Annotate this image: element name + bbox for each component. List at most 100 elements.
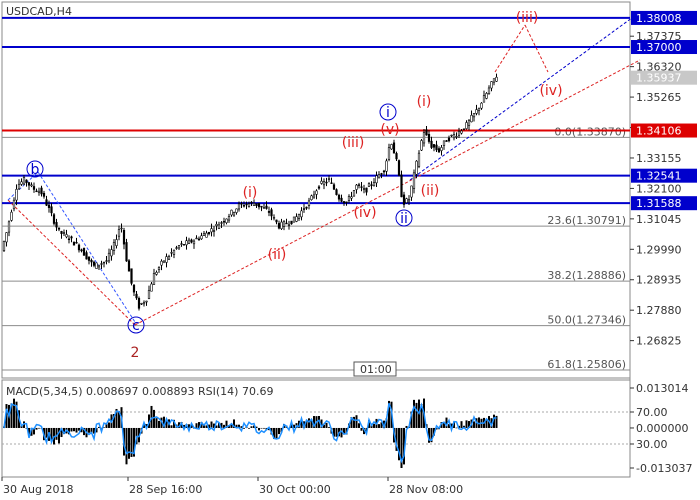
candle-body — [270, 209, 273, 217]
indicator-panel-frame — [1, 379, 631, 478]
macd-bar — [405, 425, 408, 428]
wave-label: (iv) — [353, 205, 376, 221]
candle-body — [267, 211, 271, 213]
macd-bar — [50, 427, 53, 441]
trend-line — [134, 59, 641, 326]
candle-body — [360, 186, 363, 188]
candle-body — [395, 153, 398, 160]
wave-label: 2 — [131, 345, 140, 361]
candle-body — [282, 221, 286, 227]
time-tick-label: 28 Nov 08:00 — [389, 483, 463, 496]
candle-body — [452, 134, 456, 139]
candle-body — [60, 231, 63, 234]
candle-body — [112, 242, 116, 251]
macd-bar — [83, 427, 85, 436]
macd-bar — [78, 427, 80, 431]
candle-body — [192, 240, 196, 245]
macd-bar — [385, 418, 388, 428]
macd-bar — [380, 422, 383, 428]
candle-body — [292, 216, 296, 223]
wave-label: (i) — [243, 185, 258, 201]
candle-body — [470, 115, 473, 123]
macd-bar — [328, 427, 330, 428]
trend-lines — [7, 11, 641, 326]
macd-bar — [115, 408, 118, 428]
candle-body — [377, 174, 381, 179]
macd-bar — [15, 401, 18, 428]
candle-body — [215, 223, 218, 226]
candle-body — [350, 196, 353, 199]
candle-body — [407, 198, 411, 202]
trend-line — [409, 11, 641, 181]
candle-body — [20, 181, 23, 185]
candle-body — [212, 230, 216, 232]
macd-bar — [233, 419, 235, 428]
macd-bar — [443, 422, 445, 428]
macd-bar — [128, 427, 130, 459]
wave-label: (v) — [380, 122, 399, 138]
price-tick-label: 1.32100 — [636, 182, 682, 195]
candle-body — [255, 203, 258, 206]
macd-bar — [358, 423, 360, 428]
fib-label: 0.0(1.33870) — [554, 125, 626, 138]
candle-body — [222, 221, 226, 223]
candle-body — [390, 144, 393, 150]
macd-bar — [220, 422, 223, 428]
candle-body — [397, 160, 401, 176]
candle-body — [205, 232, 208, 238]
macd-bar — [403, 427, 405, 465]
candle-body — [117, 229, 121, 237]
fib-label: 61.8(1.25806) — [547, 358, 626, 371]
candle-body — [70, 236, 73, 239]
candle-body — [430, 140, 433, 148]
level-price-labels: 1.38008 1.37000 1.34106 1.32541 1.31588 1.359… — [631, 10, 697, 211]
candle-body — [405, 198, 408, 203]
candle-body — [442, 140, 446, 146]
candle-body — [307, 200, 311, 206]
candle-body — [455, 136, 458, 138]
macd-bar — [55, 427, 58, 440]
candle-body — [495, 76, 498, 82]
macd-bar — [95, 427, 98, 433]
candle-body — [332, 184, 336, 190]
candle-body — [330, 182, 333, 184]
candle-body — [27, 182, 31, 186]
indicator-tick-label: -0.013037 — [636, 462, 692, 475]
macd-bar — [495, 415, 498, 428]
macd-bar — [278, 427, 280, 435]
indicator-axis: 0.013014 70.00 0.000000 30.00 -0.013037 — [630, 382, 692, 475]
wave-label: (iii) — [342, 135, 365, 151]
level-price-box-label: 1.31588 — [636, 197, 682, 210]
macd-bar — [218, 422, 220, 428]
candle-body — [190, 239, 193, 243]
candle-body — [47, 204, 51, 208]
macd-bar — [93, 427, 95, 434]
macd-bar — [253, 425, 255, 428]
candle-body — [315, 190, 318, 195]
macd-bar — [300, 419, 303, 428]
candle-body — [380, 173, 383, 175]
wave-label: b — [31, 162, 40, 178]
candle-body — [477, 107, 481, 112]
candle-body — [432, 144, 436, 148]
candle-body — [90, 259, 93, 263]
macd-bar — [430, 427, 433, 443]
candle-body — [302, 208, 306, 210]
candle-body — [340, 197, 343, 202]
candle-body — [30, 184, 33, 187]
wave-labels: bc2(i)(ii)(iii)(iv)(v)iii(i)(ii)(iii)(iv… — [26, 10, 563, 361]
candle-body — [297, 213, 301, 219]
macd-bar — [293, 424, 295, 428]
candle-body — [460, 130, 463, 134]
wave-label: i — [386, 105, 390, 121]
candle-body — [417, 152, 421, 167]
level-price-box-label: 1.37000 — [636, 41, 682, 54]
macd-bar — [170, 425, 173, 428]
wave-label: (iii) — [516, 10, 539, 26]
macd-bar — [68, 427, 70, 435]
candle-body — [137, 298, 141, 309]
candle-body — [125, 242, 128, 262]
fibonacci-levels: 0.0(1.33870) 23.6(1.30791) 38.2(1.28886) 50… — [2, 125, 630, 371]
fib-label: 38.2(1.28886) — [547, 269, 626, 282]
candle-body — [150, 283, 153, 292]
